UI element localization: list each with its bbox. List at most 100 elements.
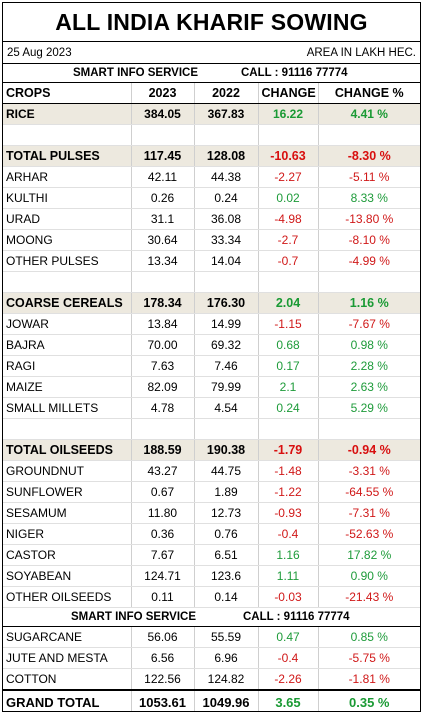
area-2023-cell: 0.36 (131, 523, 195, 545)
cereal-crop-row: MAIZE 82.09 79.99 2.1 2.63 % (3, 376, 420, 398)
info-banner-top: SMART INFO SERVICE CALL : 91116 77774 (3, 64, 420, 83)
spacer-row (3, 271, 420, 293)
area-2022-cell: 12.73 (194, 502, 259, 524)
area-2023-cell: 1053.61 (131, 689, 195, 711)
empty-cell (258, 124, 319, 146)
empty-cell (3, 418, 132, 440)
service-phone: CALL : 91116 77774 (241, 67, 348, 79)
unit-note: AREA IN LAKH HEC. (306, 46, 416, 59)
empty-cell (3, 271, 132, 293)
change-cell: 3.65 (258, 689, 319, 711)
change-pct-cell: -21.43 % (318, 586, 420, 608)
change-pct-cell: -3.31 % (318, 460, 420, 482)
change-pct-cell: -8.30 % (318, 145, 420, 167)
pulse-crop-row: MOONG 30.64 33.34 -2.7 -8.10 % (3, 229, 420, 251)
other-crop-row: SUGARCANE 56.06 55.59 0.47 0.85 % (3, 627, 420, 648)
oilseed-crop-row: OTHER OILSEEDS 0.11 0.14 -0.03 -21.43 % (3, 586, 420, 608)
area-2022-cell: 1.89 (194, 481, 259, 503)
change-pct-cell: -13.80 % (318, 208, 420, 230)
pulse-crop-row: OTHER PULSES 13.34 14.04 -0.7 -4.99 % (3, 250, 420, 272)
spacer-row (3, 124, 420, 146)
cereals-total-row: COARSE CEREALS 178.34 176.30 2.04 1.16 % (3, 292, 420, 314)
crop-name-cell: SOYABEAN (3, 565, 132, 587)
empty-cell (318, 271, 420, 293)
change-pct-cell: -8.10 % (318, 229, 420, 251)
area-2022-cell: 69.32 (194, 334, 259, 356)
crop-name-cell: COARSE CEREALS (3, 292, 132, 314)
crop-name-cell: GRAND TOTAL (3, 689, 132, 711)
area-2022-cell: 190.38 (194, 439, 259, 461)
other-crop-row: COTTON 122.56 124.82 -2.26 -1.81 % (3, 668, 420, 691)
area-2023-cell: 384.05 (131, 104, 195, 125)
change-cell: 1.16 (258, 544, 319, 566)
crop-name-cell: TOTAL PULSES (3, 145, 132, 167)
change-cell: -1.15 (258, 313, 319, 335)
area-2022-cell: 4.54 (194, 397, 259, 419)
change-cell: 0.68 (258, 334, 319, 356)
area-2023-cell: 4.78 (131, 397, 195, 419)
area-2023-cell: 0.26 (131, 187, 195, 209)
crop-name-cell: NIGER (3, 523, 132, 545)
crop-name-cell: SESAMUM (3, 502, 132, 524)
pulse-crop-row: URAD 31.1 36.08 -4.98 -13.80 % (3, 208, 420, 230)
crop-name-cell: KULTHI (3, 187, 132, 209)
header-2022: 2022 (194, 83, 259, 104)
change-cell: 0.17 (258, 355, 319, 377)
change-cell: -0.93 (258, 502, 319, 524)
oilseeds-total-row: TOTAL OILSEEDS 188.59 190.38 -1.79 -0.94 % (3, 439, 420, 461)
report-date: 25 Aug 2023 (7, 46, 72, 59)
change-cell: 2.04 (258, 292, 319, 314)
oilseed-crop-row: SOYABEAN 124.71 123.6 1.11 0.90 % (3, 565, 420, 587)
change-pct-cell: -64.55 % (318, 481, 420, 503)
area-2022-cell: 176.30 (194, 292, 259, 314)
crop-name-cell: CASTOR (3, 544, 132, 566)
area-2022-cell: 79.99 (194, 376, 259, 398)
change-cell: 0.24 (258, 397, 319, 419)
area-2022-cell: 123.6 (194, 565, 259, 587)
change-pct-cell: 2.28 % (318, 355, 420, 377)
area-2023-cell: 43.27 (131, 460, 195, 482)
change-pct-cell: -1.81 % (318, 668, 420, 691)
cereal-crop-row: JOWAR 13.84 14.99 -1.15 -7.67 % (3, 313, 420, 335)
other-crop-row: JUTE AND MESTA 6.56 6.96 -0.4 -5.75 % (3, 647, 420, 669)
area-2022-cell: 0.14 (194, 586, 259, 608)
pulses-total-row: TOTAL PULSES 117.45 128.08 -10.63 -8.30 % (3, 145, 420, 167)
change-pct-cell: 5.29 % (318, 397, 420, 419)
crop-name-cell: SUGARCANE (3, 627, 132, 648)
crop-name-cell: BAJRA (3, 334, 132, 356)
change-pct-cell: 4.41 % (318, 104, 420, 125)
sowing-table-others: SUGARCANE 56.06 55.59 0.47 0.85 % JUTE AND ME… (3, 627, 420, 711)
crop-name-cell: MAIZE (3, 376, 132, 398)
change-pct-cell: -0.94 % (318, 439, 420, 461)
empty-cell (194, 124, 259, 146)
crop-name-cell: URAD (3, 208, 132, 230)
area-2023-cell: 6.56 (131, 647, 195, 669)
crop-name-cell: RAGI (3, 355, 132, 377)
cereal-crop-row: RAGI 7.63 7.46 0.17 2.28 % (3, 355, 420, 377)
area-2023-cell: 124.71 (131, 565, 195, 587)
empty-cell (3, 124, 132, 146)
empty-cell (131, 418, 195, 440)
change-cell: 1.11 (258, 565, 319, 587)
change-cell: -1.79 (258, 439, 319, 461)
area-2022-cell: 0.24 (194, 187, 259, 209)
report-title: ALL INDIA KHARIF SOWING (3, 3, 420, 42)
crop-name-cell: RICE (3, 104, 132, 125)
area-2022-cell: 36.08 (194, 208, 259, 230)
change-pct-cell: -5.75 % (318, 647, 420, 669)
change-cell: -2.7 (258, 229, 319, 251)
change-pct-cell: -4.99 % (318, 250, 420, 272)
change-pct-cell: -7.67 % (318, 313, 420, 335)
empty-cell (131, 124, 195, 146)
change-pct-cell: -5.11 % (318, 166, 420, 188)
header-change-pct: CHANGE % (318, 83, 420, 104)
change-cell: -0.03 (258, 586, 319, 608)
report-meta-row: 25 Aug 2023 AREA IN LAKH HEC. (3, 42, 420, 64)
change-cell: 0.47 (258, 627, 319, 648)
area-2022-cell: 14.04 (194, 250, 259, 272)
pulse-crop-row: KULTHI 0.26 0.24 0.02 8.33 % (3, 187, 420, 209)
empty-cell (194, 418, 259, 440)
change-cell: -0.7 (258, 250, 319, 272)
crop-name-cell: ARHAR (3, 166, 132, 188)
change-cell: -2.27 (258, 166, 319, 188)
